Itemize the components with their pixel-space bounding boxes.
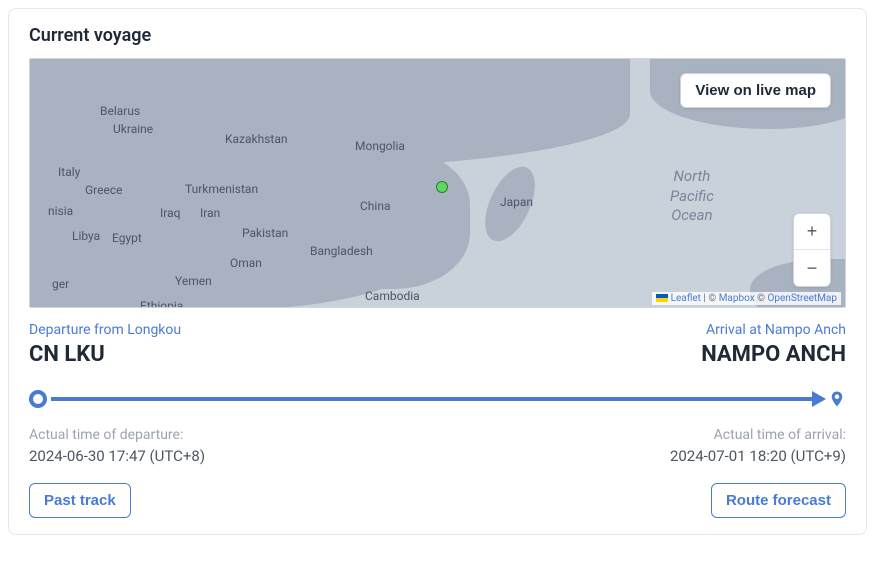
country-label: Mongolia [355, 139, 405, 153]
arrival-time-block: Actual time of arrival: 2024-07-01 18:20… [670, 427, 846, 465]
country-label: Pakistan [242, 226, 288, 240]
past-track-button[interactable]: Past track [29, 483, 131, 518]
voyage-map[interactable]: North Pacific Ocean Belarus Ukraine Kazakh… [29, 58, 846, 308]
arrival-time-value: 2024-07-01 18:20 (UTC+9) [670, 447, 846, 465]
country-label: Egypt [112, 231, 142, 245]
progress-line [51, 397, 812, 401]
ua-flag-icon [656, 294, 668, 302]
route-forecast-button[interactable]: Route forecast [711, 483, 846, 518]
country-label: ger [52, 277, 69, 291]
voyage-progress [29, 389, 846, 409]
country-label: Belarus [100, 104, 140, 118]
country-label: Greece [85, 183, 123, 197]
country-label: Iraq [160, 206, 180, 220]
country-label: Japan [500, 195, 533, 209]
arrival-label: Arrival at Nampo Anch [701, 322, 846, 338]
country-label: Cambodia [365, 289, 420, 303]
departure-time-block: Actual time of departure: 2024-06-30 17:… [29, 427, 205, 465]
departure-label: Departure from Longkou [29, 322, 181, 338]
map-attribution: Leaflet | © Mapbox © OpenStreetMap [652, 292, 841, 305]
country-label: China [360, 199, 391, 213]
country-label: Oman [230, 256, 262, 270]
country-label: Ethiopia [140, 299, 183, 308]
country-label: Kazakhstan [225, 132, 288, 146]
zoom-in-button[interactable]: + [794, 214, 830, 250]
destination-pin-icon [828, 388, 846, 410]
view-live-map-button[interactable]: View on live map [680, 73, 831, 108]
country-label: Turkmenistan [185, 182, 258, 196]
zoom-out-button[interactable]: − [794, 250, 830, 286]
osm-link[interactable]: OpenStreetMap [768, 293, 838, 304]
country-label: nisia [48, 204, 73, 218]
country-label: Ukraine [113, 122, 153, 136]
actions-row: Past track Route forecast [29, 483, 846, 518]
ocean-label: North Pacific Ocean [670, 167, 714, 226]
zoom-controls: + − [793, 213, 831, 287]
arrival-block: Arrival at Nampo Anch NAMPO ANCH [701, 322, 846, 367]
ship-marker[interactable] [436, 181, 448, 193]
arrival-time-label: Actual time of arrival: [670, 427, 846, 443]
leaflet-link[interactable]: Leaflet [671, 293, 701, 304]
departure-code: CN LKU [29, 342, 181, 367]
progress-start-icon [29, 390, 47, 408]
country-label: Bangladesh [310, 244, 373, 258]
mapbox-link[interactable]: Mapbox [719, 293, 755, 304]
departure-time-label: Actual time of departure: [29, 427, 205, 443]
arrival-code: NAMPO ANCH [701, 342, 846, 367]
departure-block: Departure from Longkou CN LKU [29, 322, 181, 367]
progress-arrow-icon [812, 391, 826, 407]
country-label: Libya [72, 229, 100, 243]
voyage-ports-row: Departure from Longkou CN LKU Arrival at… [29, 322, 846, 367]
voyage-card: Current voyage North Pacific Ocean Belar… [8, 8, 867, 535]
card-title: Current voyage [29, 25, 846, 46]
country-label: Yemen [175, 274, 212, 288]
voyage-times-row: Actual time of departure: 2024-06-30 17:… [29, 427, 846, 465]
departure-time-value: 2024-06-30 17:47 (UTC+8) [29, 447, 205, 465]
country-label: Italy [58, 165, 80, 179]
country-label: Iran [200, 206, 220, 220]
